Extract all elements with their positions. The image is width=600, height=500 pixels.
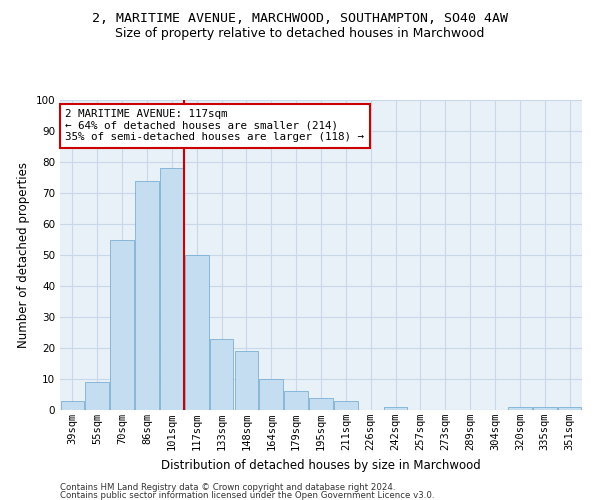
Text: 2 MARITIME AVENUE: 117sqm
← 64% of detached houses are smaller (214)
35% of semi: 2 MARITIME AVENUE: 117sqm ← 64% of detac… xyxy=(65,110,364,142)
Text: Size of property relative to detached houses in Marchwood: Size of property relative to detached ho… xyxy=(115,28,485,40)
X-axis label: Distribution of detached houses by size in Marchwood: Distribution of detached houses by size … xyxy=(161,458,481,471)
Bar xyxy=(185,255,209,410)
Text: Contains HM Land Registry data © Crown copyright and database right 2024.: Contains HM Land Registry data © Crown c… xyxy=(60,482,395,492)
Bar xyxy=(384,407,407,410)
Bar xyxy=(160,168,184,410)
Bar xyxy=(210,338,233,410)
Bar xyxy=(110,240,134,410)
Text: 2, MARITIME AVENUE, MARCHWOOD, SOUTHAMPTON, SO40 4AW: 2, MARITIME AVENUE, MARCHWOOD, SOUTHAMPT… xyxy=(92,12,508,26)
Bar xyxy=(284,392,308,410)
Bar xyxy=(334,400,358,410)
Bar xyxy=(61,400,84,410)
Text: Contains public sector information licensed under the Open Government Licence v3: Contains public sector information licen… xyxy=(60,491,434,500)
Bar xyxy=(309,398,333,410)
Bar xyxy=(259,379,283,410)
Bar xyxy=(533,407,557,410)
Bar xyxy=(235,351,258,410)
Bar xyxy=(135,180,159,410)
Bar xyxy=(508,407,532,410)
Bar xyxy=(85,382,109,410)
Y-axis label: Number of detached properties: Number of detached properties xyxy=(17,162,30,348)
Bar xyxy=(558,407,581,410)
